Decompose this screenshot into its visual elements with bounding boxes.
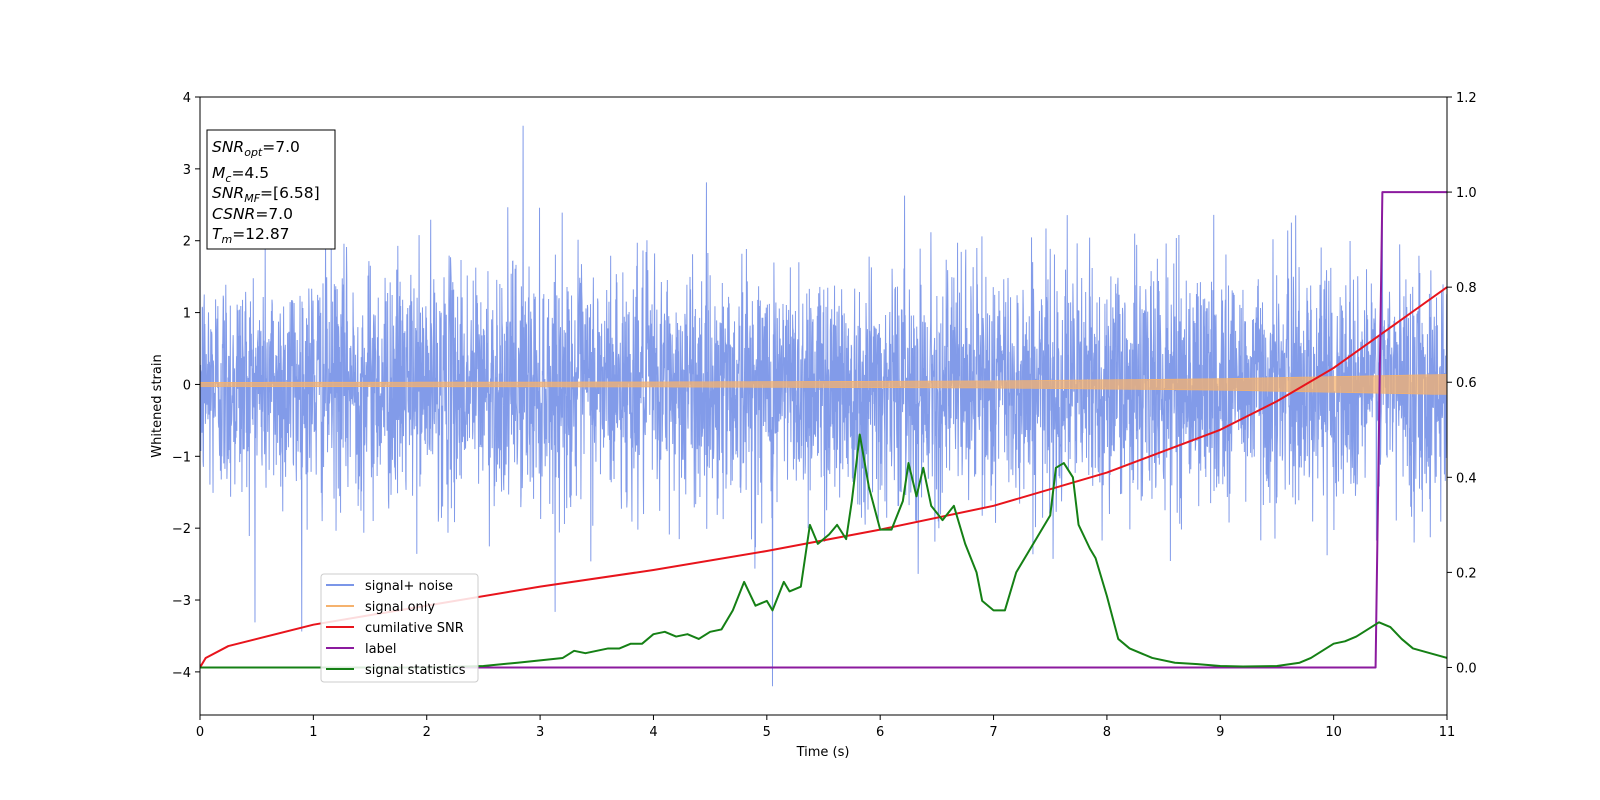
info-snr-opt-value: =7.0 xyxy=(262,138,300,156)
y-left-tick-label: −1 xyxy=(172,450,191,465)
y-axis-left: 4 3 2 1 0 −1 −2 −3 −4 xyxy=(172,91,200,681)
series-signal-statistics xyxy=(200,433,1447,669)
plot-frame xyxy=(199,96,1448,716)
info-tm-value: =12.87 xyxy=(232,225,289,243)
info-box-frame xyxy=(206,129,336,250)
legend-label-cumulative-snr: cumilative SNR xyxy=(365,621,464,636)
x-tick-label: 2 xyxy=(423,725,431,740)
x-tick-label: 4 xyxy=(649,725,657,740)
info-snr-opt: SNRopt=7.0 xyxy=(212,138,300,159)
y-left-tick-label: 0 xyxy=(183,378,191,393)
y-axis-right: 1.2 1.0 0.8 0.6 0.4 0.2 0.0 xyxy=(1447,91,1477,676)
info-tm: Tm=12.87 xyxy=(212,225,290,246)
x-tick-label: 9 xyxy=(1216,725,1224,740)
info-snr-opt-base: SNR xyxy=(212,138,244,156)
info-csnr: CSNR=7.0 xyxy=(212,205,293,223)
info-csnr-base: CSNR xyxy=(212,205,255,223)
x-tick-label: 7 xyxy=(989,725,997,740)
y-right-tick-label: 0.2 xyxy=(1456,566,1477,581)
x-tick-label: 0 xyxy=(196,725,204,740)
x-tick-label: 1 xyxy=(309,725,317,740)
y-left-tick-label: −2 xyxy=(172,522,191,537)
x-tick-label: 5 xyxy=(763,725,771,740)
y-left-tick-label: −3 xyxy=(172,594,191,609)
series-signal-only xyxy=(200,374,1447,395)
info-snr-mf-value: =[6.58] xyxy=(260,184,320,202)
y-right-tick-label: 1.2 xyxy=(1456,91,1477,106)
info-snr-mf: SNRMF=[6.58] xyxy=(212,184,320,205)
x-tick-label: 11 xyxy=(1439,725,1456,740)
x-axis: 0 1 2 3 4 5 6 7 8 9 10 11 xyxy=(196,715,1455,740)
info-snr-opt-sub: opt xyxy=(244,146,263,159)
x-tick-label: 6 xyxy=(876,725,884,740)
y-left-tick-label: 2 xyxy=(183,235,191,250)
legend-label-signal-only: signal only xyxy=(365,600,435,615)
y-right-tick-label: 0.0 xyxy=(1456,661,1477,676)
y-right-tick-label: 0.6 xyxy=(1456,376,1477,391)
series-label xyxy=(200,191,1447,669)
legend-label-label: label xyxy=(365,642,396,657)
x-axis-title: Time (s) xyxy=(796,745,850,760)
legend-label-signal-statistics: signal statistics xyxy=(365,663,466,678)
legend: signal+ noise signal only cumilative SNR… xyxy=(320,573,479,683)
y-right-tick-label: 0.4 xyxy=(1456,471,1477,486)
info-mc-base: M xyxy=(212,164,225,182)
info-tm-base: T xyxy=(212,225,223,243)
info-csnr-value: =7.0 xyxy=(255,205,293,223)
info-mc: Mc=4.5 xyxy=(212,164,269,185)
series-cumulative-snr xyxy=(200,286,1447,668)
y-right-tick-label: 1.0 xyxy=(1456,186,1477,201)
y-right-tick-label: 0.8 xyxy=(1456,281,1477,296)
y-left-tick-label: 1 xyxy=(183,307,191,322)
y-axis-title: Whitened strain xyxy=(150,354,165,457)
info-tm-sub: m xyxy=(221,233,232,246)
info-mc-sub: c xyxy=(225,172,231,185)
legend-frame xyxy=(320,573,479,683)
info-box: SNRopt=7.0 Mc=4.5 SNRMF=[6.58] CSNR=7.0 … xyxy=(206,129,336,250)
x-tick-label: 8 xyxy=(1103,725,1111,740)
y-left-tick-label: −4 xyxy=(172,666,191,681)
info-mc-value: =4.5 xyxy=(231,164,269,182)
info-snr-mf-sub: MF xyxy=(244,192,260,205)
legend-label-signal-noise: signal+ noise xyxy=(365,579,453,594)
info-snr-mf-base: SNR xyxy=(212,184,244,202)
series-layer xyxy=(200,125,1447,687)
x-tick-label: 3 xyxy=(536,725,544,740)
x-tick-label: 10 xyxy=(1325,725,1342,740)
y-left-tick-label: 4 xyxy=(183,91,191,106)
y-left-tick-label: 3 xyxy=(183,163,191,178)
